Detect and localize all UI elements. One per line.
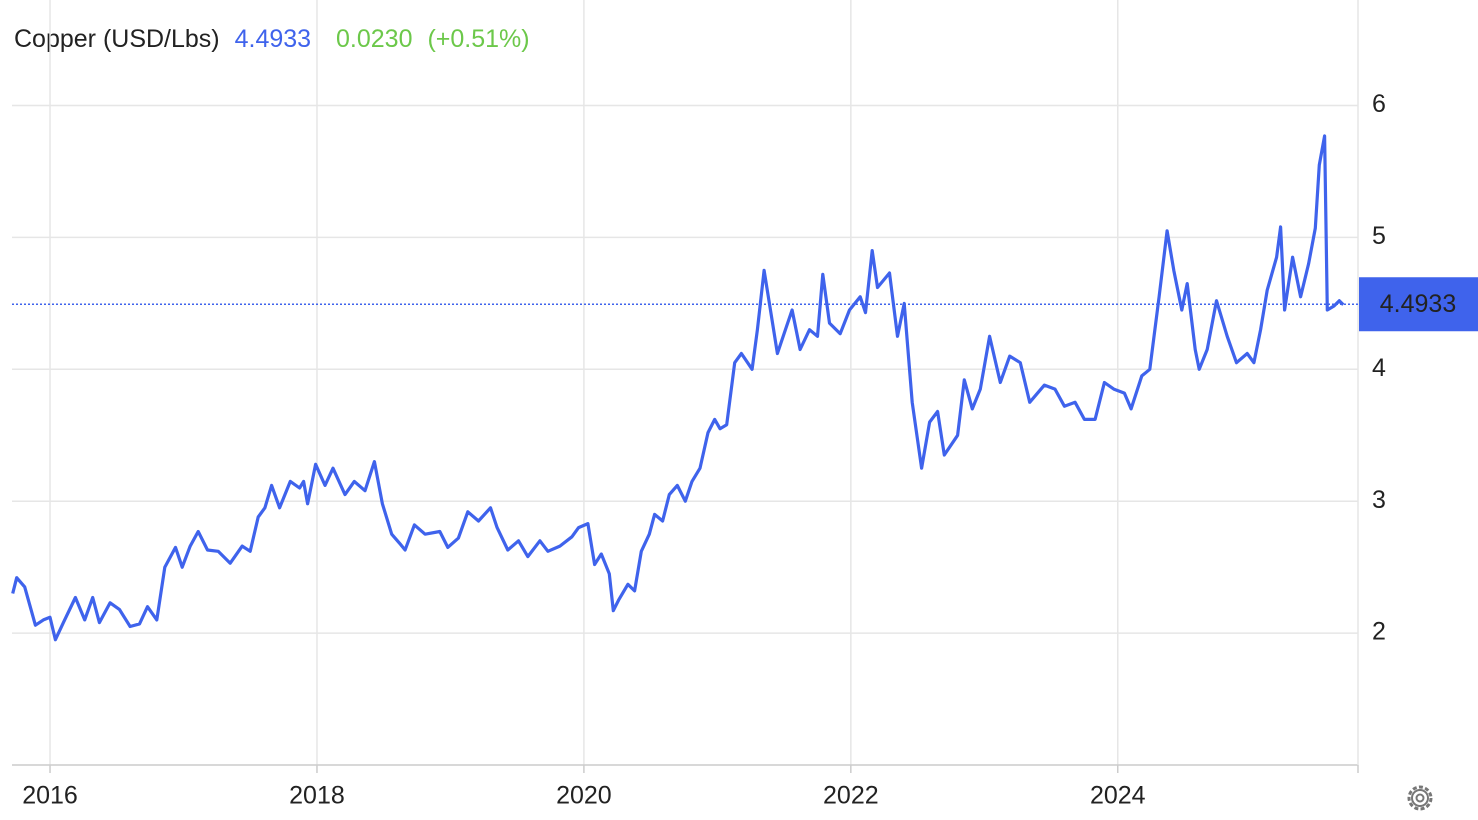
x-tick-label: 2020 [556, 782, 612, 810]
chart-header: Copper (USD/Lbs) 4.4933 0.0230 (+0.51%) [14, 25, 530, 53]
x-tick-label: 2018 [289, 782, 345, 810]
x-tick-label: 2022 [823, 782, 879, 810]
price-line [11, 134, 1345, 642]
last-price-label: 4.4933 [1380, 290, 1456, 318]
last-price-box [1359, 277, 1478, 332]
x-tick-label: 2024 [1090, 782, 1146, 810]
chart-title: Copper (USD/Lbs) [14, 25, 220, 53]
y-tick-label: 2 [1372, 618, 1386, 646]
y-tick-label: 3 [1372, 486, 1386, 514]
y-tick-label: 5 [1372, 222, 1386, 250]
gear-hole [1415, 793, 1425, 803]
gear-body [1411, 789, 1429, 807]
x-tick-label: 2016 [22, 782, 78, 810]
y-tick-label: 4 [1372, 354, 1386, 382]
y-tick-label: 6 [1372, 90, 1386, 118]
settings-icon[interactable] [1407, 785, 1433, 811]
change: 0.0230 [336, 25, 412, 53]
change-pct: (+0.51%) [427, 25, 529, 53]
last-price: 4.4933 [235, 25, 311, 53]
gear-teeth [1407, 785, 1433, 811]
